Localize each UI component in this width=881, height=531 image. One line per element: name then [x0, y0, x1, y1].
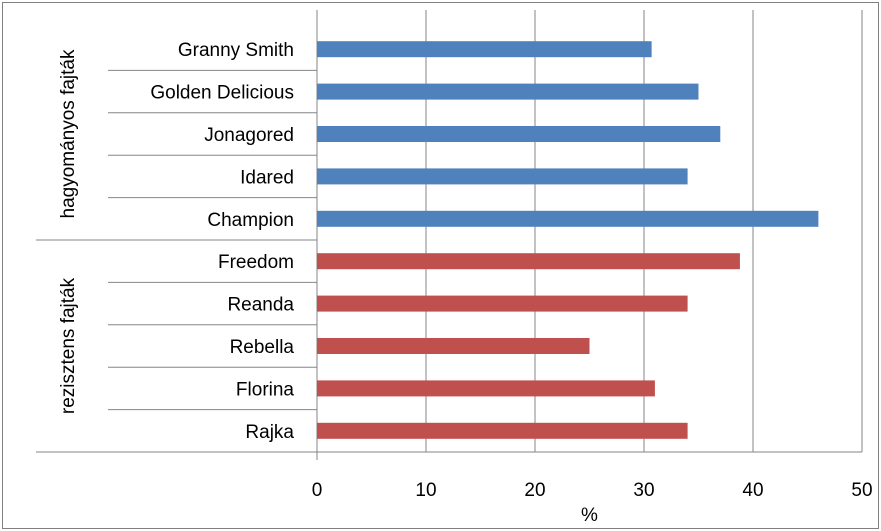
bar — [317, 295, 688, 312]
x-axis-title: % — [581, 505, 598, 526]
bar — [317, 380, 655, 397]
bar — [317, 126, 721, 142]
group-label: rezisztens fajták — [58, 277, 79, 414]
x-tick-label: 40 — [742, 480, 763, 501]
bar — [317, 168, 688, 185]
bar — [317, 338, 590, 354]
x-tick-label: 30 — [633, 480, 654, 501]
bar — [317, 422, 688, 439]
category-label: Idared — [240, 167, 294, 188]
bar — [317, 253, 740, 270]
group-labels: hagyományos fajták rezisztens fajták — [58, 49, 79, 414]
category-label: Reanda — [227, 295, 294, 316]
x-axis-tick-labels: 0 10 20 30 40 50 — [312, 480, 873, 501]
category-label: Jonagored — [204, 125, 294, 146]
bar — [317, 210, 819, 227]
category-label: Golden Delicious — [150, 83, 294, 104]
category-label: Florina — [236, 379, 295, 400]
bars — [317, 41, 819, 439]
group-label: hagyományos fajták — [58, 49, 79, 218]
category-label: Rajka — [245, 422, 294, 443]
x-tick-label: 20 — [524, 480, 545, 501]
x-tick-label: 50 — [851, 480, 872, 501]
category-label: Champion — [207, 210, 294, 231]
x-tick-label: 0 — [312, 480, 323, 501]
category-labels: Granny Smith Golden Delicious Jonagored Ida… — [150, 40, 294, 443]
bar — [317, 41, 652, 58]
bar — [317, 83, 699, 100]
x-tick-label: 10 — [415, 480, 436, 501]
category-label: Freedom — [218, 252, 294, 273]
category-label: Rebella — [230, 337, 295, 358]
category-label: Granny Smith — [178, 40, 294, 61]
